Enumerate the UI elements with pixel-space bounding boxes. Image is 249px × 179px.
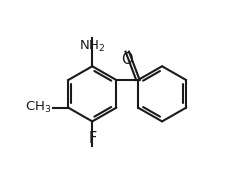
Text: CH$_3$: CH$_3$ bbox=[25, 100, 52, 115]
Text: F: F bbox=[88, 130, 96, 146]
Text: O: O bbox=[122, 52, 133, 67]
Text: NH$_2$: NH$_2$ bbox=[79, 39, 106, 54]
